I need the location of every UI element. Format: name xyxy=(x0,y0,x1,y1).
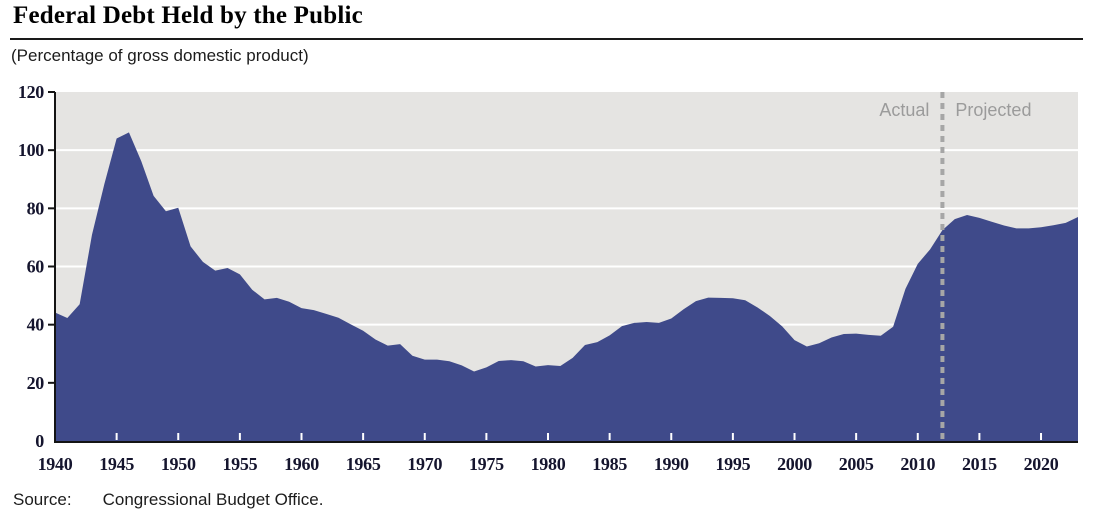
chart-subtitle: (Percentage of gross domestic product) xyxy=(11,46,309,65)
ytick-label-80: 80 xyxy=(27,198,45,218)
source-note: Source: Congressional Budget Office. xyxy=(13,490,323,510)
xtick-label-1990: 1990 xyxy=(654,454,689,474)
page-title: Federal Debt Held by the Public xyxy=(13,2,363,29)
xtick-label-1995: 1995 xyxy=(715,454,750,474)
projected-label: Projected xyxy=(955,100,1031,120)
ytick-label-60: 60 xyxy=(27,257,45,277)
xtick-label-2000: 2000 xyxy=(777,454,812,474)
ytick-label-0: 0 xyxy=(35,431,44,451)
xtick-label-1970: 1970 xyxy=(407,454,442,474)
xtick-label-1975: 1975 xyxy=(469,454,504,474)
source-text: Congressional Budget Office. xyxy=(102,490,324,509)
xtick-label-2005: 2005 xyxy=(839,454,874,474)
xtick-label-2020: 2020 xyxy=(1024,454,1059,474)
xtick-label-1980: 1980 xyxy=(531,454,566,474)
title-rule xyxy=(10,38,1083,40)
xtick-label-1950: 1950 xyxy=(161,454,196,474)
xtick-label-1940: 1940 xyxy=(38,454,73,474)
area-series xyxy=(55,132,1078,441)
ytick-label-20: 20 xyxy=(27,373,45,393)
xtick-label-2010: 2010 xyxy=(900,454,935,474)
xtick-label-1960: 1960 xyxy=(284,454,319,474)
xtick-label-1985: 1985 xyxy=(592,454,627,474)
xtick-label-2015: 2015 xyxy=(962,454,997,474)
ytick-label-40: 40 xyxy=(27,315,45,335)
xtick-label-1945: 1945 xyxy=(99,454,134,474)
xtick-label-1955: 1955 xyxy=(222,454,257,474)
ytick-label-120: 120 xyxy=(18,82,44,102)
source-label: Source: xyxy=(13,490,72,509)
xtick-label-1965: 1965 xyxy=(346,454,381,474)
ytick-label-100: 100 xyxy=(18,140,44,160)
actual-label: Actual xyxy=(879,100,929,120)
